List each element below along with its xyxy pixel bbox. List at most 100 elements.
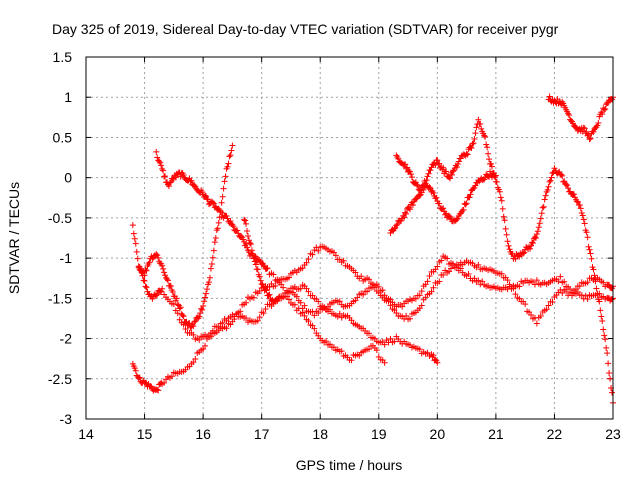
data-point xyxy=(593,285,600,292)
data-point xyxy=(607,375,614,382)
data-point xyxy=(169,175,176,182)
data-point xyxy=(229,221,236,228)
data-point xyxy=(242,217,249,224)
data-point xyxy=(262,305,269,312)
data-point xyxy=(326,341,333,348)
data-point xyxy=(412,179,419,186)
data-point xyxy=(285,296,292,303)
data-point xyxy=(438,257,445,264)
data-point xyxy=(191,319,198,326)
data-point xyxy=(254,266,261,273)
data-point xyxy=(434,359,441,366)
data-point xyxy=(595,120,602,127)
data-point xyxy=(244,228,251,235)
data-point xyxy=(299,309,306,316)
data-point xyxy=(272,282,279,289)
data-point xyxy=(134,255,141,262)
data-point xyxy=(348,317,355,324)
data-point xyxy=(131,365,138,372)
data-point xyxy=(209,254,216,261)
data-point xyxy=(215,219,222,226)
data-point xyxy=(469,140,476,147)
data-point xyxy=(478,125,485,132)
data-point xyxy=(533,277,540,284)
data-point xyxy=(512,291,519,298)
data-point xyxy=(392,224,399,231)
data-point xyxy=(449,260,456,267)
data-point xyxy=(203,290,210,297)
data-point xyxy=(205,279,212,286)
data-point xyxy=(246,240,253,246)
data-point xyxy=(263,287,270,294)
data-point xyxy=(565,185,572,192)
data-point xyxy=(446,212,453,219)
data-point xyxy=(166,179,173,186)
x-tick-label: 19 xyxy=(371,426,387,442)
data-point xyxy=(475,116,482,123)
data-point xyxy=(132,367,139,374)
data-point xyxy=(338,348,345,355)
data-point xyxy=(250,255,257,262)
data-point xyxy=(219,193,226,200)
data-point xyxy=(440,205,447,212)
data-point xyxy=(305,318,312,325)
data-marks xyxy=(129,93,616,406)
data-point xyxy=(406,168,413,175)
data-point xyxy=(208,260,215,267)
data-point xyxy=(321,303,328,310)
data-point xyxy=(601,332,608,339)
data-point xyxy=(245,233,252,240)
data-point xyxy=(245,237,252,244)
data-point xyxy=(266,291,273,298)
data-point xyxy=(499,205,506,212)
data-point xyxy=(427,167,434,174)
data-point xyxy=(157,289,164,296)
data-point xyxy=(268,297,275,304)
series-track-f xyxy=(387,165,616,406)
data-point xyxy=(449,168,456,175)
data-point xyxy=(262,286,269,293)
data-point xyxy=(564,182,571,189)
data-point xyxy=(436,278,443,285)
y-tick-label: 0.5 xyxy=(53,129,73,145)
data-point xyxy=(443,168,450,175)
data-point xyxy=(600,279,607,286)
data-point xyxy=(498,197,505,204)
data-point xyxy=(250,294,257,301)
data-point xyxy=(555,278,562,285)
data-point xyxy=(570,191,577,198)
data-point xyxy=(137,265,144,272)
data-point xyxy=(252,261,259,268)
data-point xyxy=(539,204,546,211)
data-point xyxy=(348,357,355,364)
data-point xyxy=(243,220,250,227)
x-tick-label: 16 xyxy=(195,426,211,442)
data-point xyxy=(263,265,270,272)
data-point xyxy=(212,235,219,242)
data-point xyxy=(142,379,149,386)
data-point xyxy=(578,209,585,216)
data-point xyxy=(472,182,479,189)
data-point xyxy=(303,259,310,266)
series-track-b xyxy=(129,243,616,394)
data-point xyxy=(430,352,437,359)
data-point xyxy=(202,342,209,349)
data-point xyxy=(535,224,542,231)
data-point xyxy=(162,272,169,279)
data-point xyxy=(457,265,464,272)
data-point xyxy=(422,180,429,187)
data-point xyxy=(465,270,472,277)
data-point xyxy=(580,216,587,223)
data-point xyxy=(580,124,587,131)
data-point xyxy=(470,140,477,147)
data-point xyxy=(238,233,245,240)
data-point xyxy=(591,272,598,279)
data-point xyxy=(434,157,441,164)
data-point xyxy=(190,331,197,338)
data-point xyxy=(192,355,199,362)
data-point xyxy=(254,317,261,324)
data-point xyxy=(282,293,289,300)
data-point xyxy=(596,298,603,305)
data-point xyxy=(448,171,455,178)
data-point xyxy=(576,283,583,290)
